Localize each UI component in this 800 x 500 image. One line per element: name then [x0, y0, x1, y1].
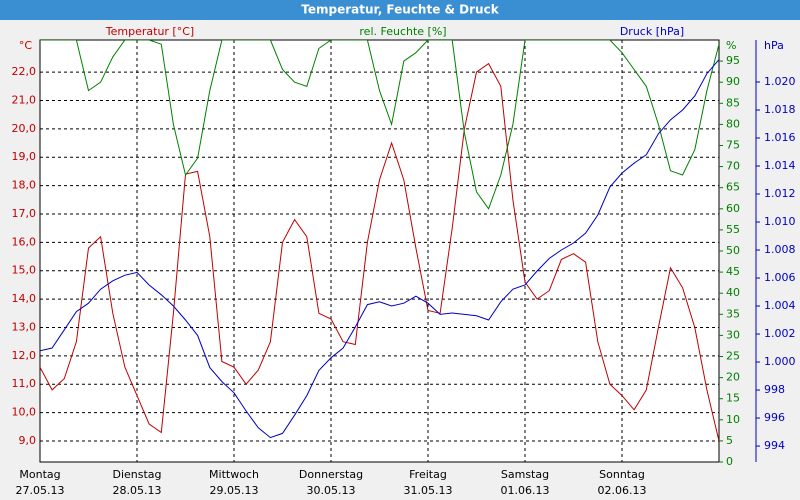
- y3-tick-label: 1.002: [764, 327, 796, 340]
- y2-tick-label: 10: [726, 413, 740, 426]
- x-tick-label: Dienstag: [112, 468, 161, 481]
- y3-tick-label: 1.008: [764, 243, 796, 256]
- y-tick-label: 14,0: [12, 292, 37, 305]
- y2-tick-label: 95: [726, 54, 740, 67]
- y3-tick-label: 998: [764, 383, 785, 396]
- legend-label: Druck [hPa]: [620, 25, 684, 38]
- y-tick-label: 16,0: [12, 235, 37, 248]
- y2-tick-label: 45: [726, 265, 740, 278]
- y2-tick-label: 35: [726, 307, 740, 320]
- y3-tick-label: 1.006: [764, 271, 796, 284]
- y-tick-label: 17,0: [12, 207, 37, 220]
- y-tick-label: 21,0: [12, 93, 37, 106]
- series-line: [40, 62, 719, 442]
- y-tick-label: 10,0: [12, 406, 37, 419]
- y-tick-label: 11,0: [12, 377, 37, 390]
- y2-tick-label: 90: [726, 75, 740, 88]
- y-tick-label: 15,0: [12, 264, 37, 277]
- legend-label: rel. Feuchte [%]: [359, 25, 446, 38]
- plot-area: [39, 39, 720, 463]
- y-tick-label: 22,0: [12, 65, 37, 78]
- x-tick-date: 02.06.13: [598, 484, 647, 497]
- plot-lines: [40, 40, 719, 442]
- y2-unit: %: [726, 39, 736, 52]
- y3-tick-label: 1.014: [764, 159, 796, 172]
- y2-tick-label: 85: [726, 96, 740, 109]
- y2-tick-label: 75: [726, 139, 740, 152]
- y2-tick-label: 80: [726, 117, 740, 130]
- x-tick-date: 29.05.13: [210, 484, 259, 497]
- x-tick-label: Samstag: [501, 468, 549, 481]
- y3-tick-label: 1.012: [764, 187, 796, 200]
- y3-tick-label: 994: [764, 439, 785, 452]
- y2-tick-label: 5: [726, 434, 733, 447]
- legend-label: Temperatur [°C]: [105, 25, 194, 38]
- series-line: [40, 59, 719, 439]
- series-line: [40, 40, 719, 210]
- y3-tick-label: 1.000: [764, 355, 796, 368]
- x-tick-label: Freitag: [409, 468, 447, 481]
- y-tick-label: 19,0: [12, 150, 37, 163]
- x-tick-label: Montag: [19, 468, 60, 481]
- y-unit: °C: [19, 39, 33, 52]
- y3-tick-label: 996: [764, 411, 785, 424]
- y2-tick-label: 55: [726, 223, 740, 236]
- y3-tick-label: 1.010: [764, 215, 796, 228]
- y3-tick-label: 1.016: [764, 131, 796, 144]
- chart-title: Temperatur, Feuchte & Druck: [301, 3, 499, 17]
- y2-tick-label: 0: [726, 455, 733, 468]
- y-tick-label: 18,0: [12, 179, 37, 192]
- x-tick-date: 01.06.13: [501, 484, 550, 497]
- y2-tick-label: 30: [726, 328, 740, 341]
- y2-tick-label: 40: [726, 286, 740, 299]
- y3-tick-label: 1.004: [764, 299, 796, 312]
- y3-tick-label: 1.018: [764, 103, 796, 116]
- y3-unit: hPa: [764, 39, 784, 52]
- y2-tick-label: 60: [726, 202, 740, 215]
- x-tick-label: Mittwoch: [209, 468, 259, 481]
- y2-tick-label: 25: [726, 350, 740, 363]
- y-tick-label: 12,0: [12, 349, 37, 362]
- title-bar: [0, 0, 800, 20]
- x-tick-label: Donnerstag: [299, 468, 363, 481]
- y2-tick-label: 50: [726, 244, 740, 257]
- y2-tick-label: 20: [726, 371, 740, 384]
- x-tick-date: 30.05.13: [307, 484, 356, 497]
- y-tick-label: 9,0: [19, 434, 37, 447]
- y2-tick-label: 65: [726, 181, 740, 194]
- y-tick-label: 13,0: [12, 320, 37, 333]
- x-tick-date: 27.05.13: [16, 484, 65, 497]
- x-tick-label: Sonntag: [599, 468, 645, 481]
- y3-tick-label: 1.020: [764, 75, 796, 88]
- y-tick-label: 20,0: [12, 122, 37, 135]
- y2-tick-label: 15: [726, 392, 740, 405]
- x-tick-date: 31.05.13: [404, 484, 453, 497]
- x-tick-date: 28.05.13: [113, 484, 162, 497]
- y2-tick-label: 70: [726, 160, 740, 173]
